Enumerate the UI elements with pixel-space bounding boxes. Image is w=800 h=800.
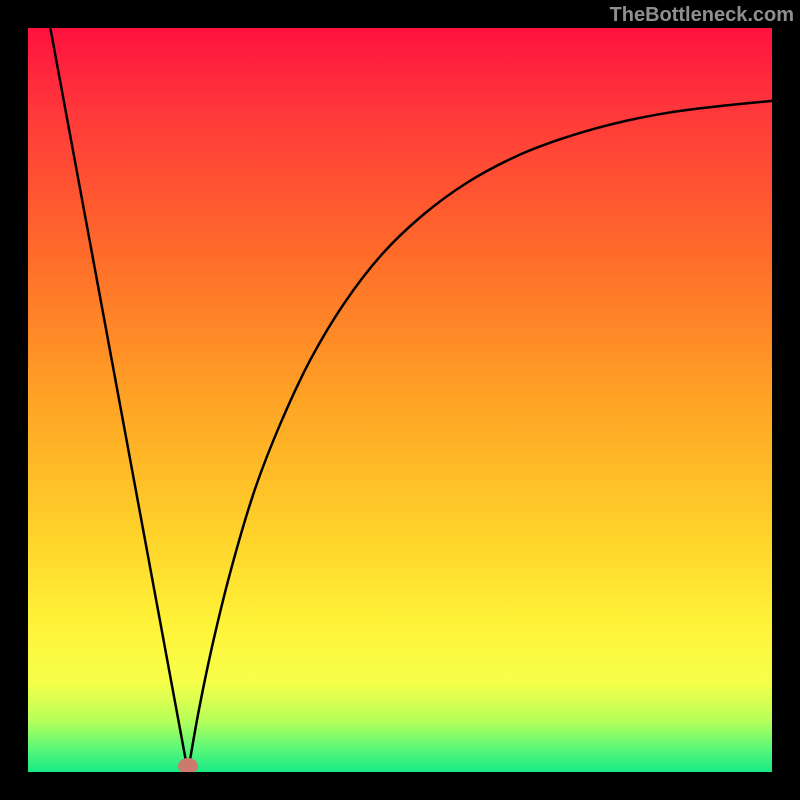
chart-stage: { "chart": { "type": "line", "stage": { … (0, 0, 800, 800)
plot-area (28, 28, 772, 772)
bottleneck-curve (28, 28, 772, 772)
optimal-point-marker (178, 758, 198, 772)
watermark-text: TheBottleneck.com (610, 4, 794, 27)
